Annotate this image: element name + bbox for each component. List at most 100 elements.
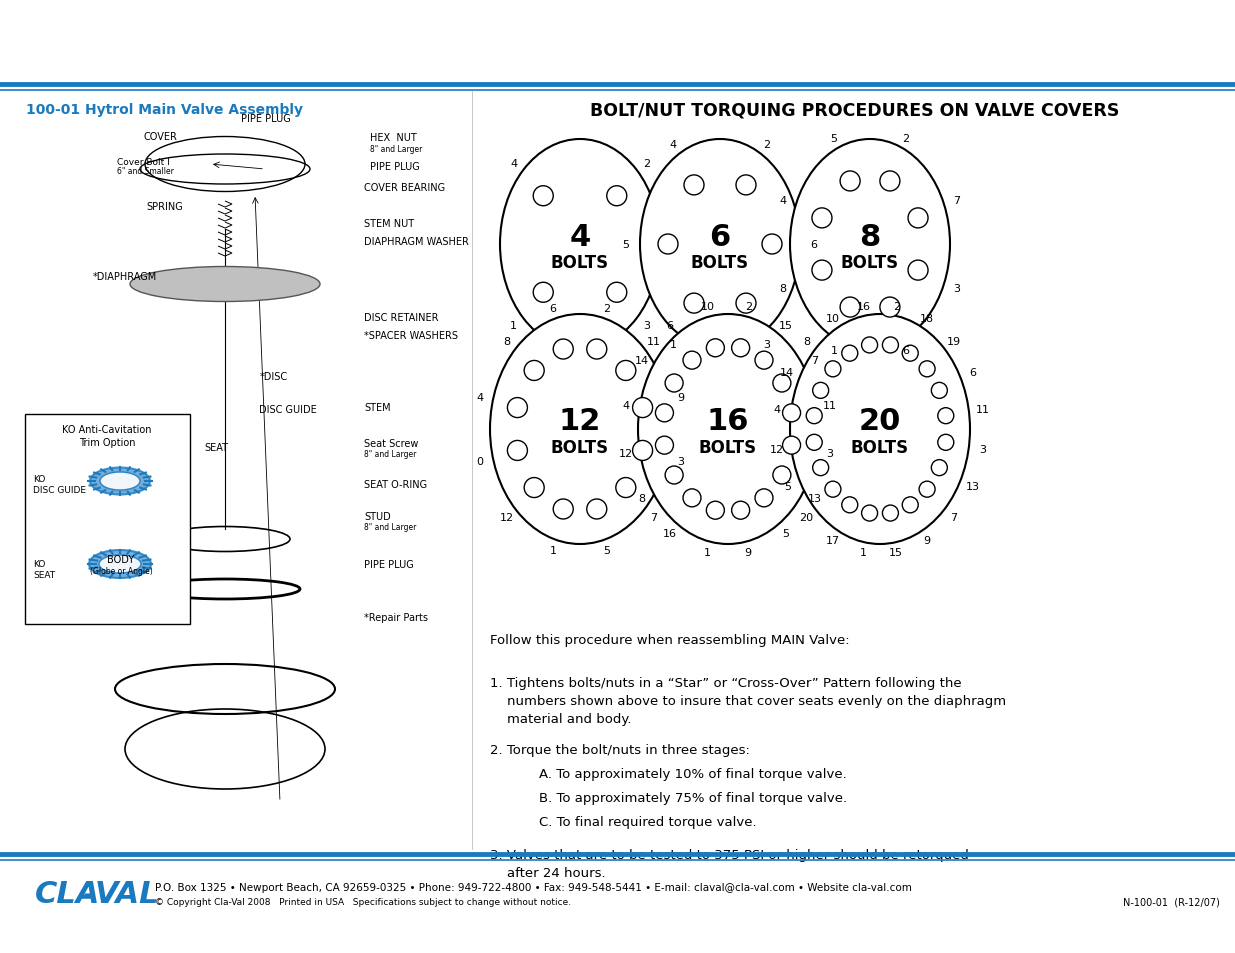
Ellipse shape — [640, 140, 800, 350]
Circle shape — [658, 234, 678, 254]
Text: BOLT/NUT TORQUING PROCEDURES ON VALVE COVERS: BOLT/NUT TORQUING PROCEDURES ON VALVE CO… — [590, 101, 1120, 119]
Text: BOLTS: BOLTS — [690, 253, 750, 272]
Circle shape — [755, 352, 773, 370]
Text: B. To approximately 75% of final torque valve.: B. To approximately 75% of final torque … — [540, 791, 847, 804]
Text: 3: 3 — [979, 444, 987, 454]
Text: 7: 7 — [811, 355, 818, 365]
Text: SEAT: SEAT — [204, 443, 228, 453]
Circle shape — [919, 481, 935, 497]
Circle shape — [879, 172, 900, 192]
Circle shape — [656, 436, 673, 455]
Circle shape — [811, 261, 832, 281]
Text: 2: 2 — [745, 302, 752, 312]
Text: 16: 16 — [706, 407, 750, 436]
Text: DISC GUIDE: DISC GUIDE — [33, 486, 86, 495]
Circle shape — [883, 505, 898, 521]
Text: SEAT: SEAT — [33, 571, 56, 579]
Text: 6: 6 — [810, 240, 818, 250]
Circle shape — [534, 187, 553, 207]
Circle shape — [508, 441, 527, 461]
Text: 2: 2 — [604, 304, 610, 314]
Circle shape — [825, 361, 841, 377]
Circle shape — [813, 460, 829, 476]
Text: 12: 12 — [619, 449, 634, 459]
Text: 4: 4 — [475, 393, 483, 402]
Text: 2: 2 — [903, 133, 909, 144]
Circle shape — [862, 337, 878, 354]
Text: 15: 15 — [779, 321, 793, 331]
Text: *DISC: *DISC — [259, 372, 288, 381]
Circle shape — [783, 404, 800, 422]
Circle shape — [842, 346, 858, 362]
Text: 3. Valves that are to be tested to 375 PSI or higher should be retorqued
    aft: 3. Valves that are to be tested to 375 P… — [490, 848, 969, 879]
Text: 8: 8 — [803, 336, 810, 346]
Text: 1: 1 — [861, 548, 867, 558]
Circle shape — [553, 499, 573, 519]
Text: 15: 15 — [889, 548, 903, 558]
Text: KO: KO — [33, 560, 46, 569]
Circle shape — [587, 339, 606, 359]
Text: 14: 14 — [635, 355, 648, 365]
Text: 1: 1 — [550, 545, 557, 556]
Text: 11: 11 — [823, 400, 837, 410]
Text: SPRING: SPRING — [146, 202, 183, 212]
Text: 11: 11 — [647, 336, 661, 346]
Text: 2: 2 — [643, 158, 650, 169]
Circle shape — [840, 172, 860, 192]
Text: 1: 1 — [510, 321, 517, 331]
Text: 9: 9 — [924, 536, 931, 546]
Text: 3: 3 — [643, 321, 650, 331]
Text: VAL: VAL — [95, 880, 159, 908]
Text: Follow this procedure when reassembling MAIN Valve:: Follow this procedure when reassembling … — [490, 634, 850, 647]
Circle shape — [683, 489, 701, 507]
Circle shape — [937, 435, 953, 451]
Text: STEM NUT: STEM NUT — [364, 219, 415, 229]
Circle shape — [840, 297, 860, 317]
Circle shape — [842, 497, 858, 514]
Text: 0: 0 — [475, 456, 483, 467]
Text: 8: 8 — [779, 284, 787, 294]
Text: 7: 7 — [650, 513, 657, 523]
Text: 16: 16 — [857, 301, 871, 312]
Text: *Repair Parts: *Repair Parts — [364, 613, 429, 622]
Circle shape — [736, 294, 756, 314]
Text: 8" and Larger: 8" and Larger — [364, 522, 416, 532]
Circle shape — [706, 339, 725, 357]
Circle shape — [508, 398, 527, 418]
Circle shape — [755, 489, 773, 507]
Text: 1. Tightens bolts/nuts in a “Star” or “Cross-Over” Pattern following the
    num: 1. Tightens bolts/nuts in a “Star” or “C… — [490, 677, 1007, 725]
Text: BOLTS: BOLTS — [851, 438, 909, 456]
Text: BOLTS: BOLTS — [551, 253, 609, 272]
Text: DIAPHRAGM WASHER: DIAPHRAGM WASHER — [364, 237, 469, 247]
Text: DISC GUIDE: DISC GUIDE — [259, 405, 317, 415]
Text: 3: 3 — [953, 284, 961, 294]
Circle shape — [813, 383, 829, 399]
Text: 5: 5 — [622, 240, 630, 250]
Circle shape — [616, 478, 636, 498]
Circle shape — [731, 339, 750, 357]
Text: 5: 5 — [604, 545, 610, 556]
Circle shape — [908, 209, 927, 229]
Circle shape — [931, 383, 947, 399]
Text: 8: 8 — [860, 222, 881, 252]
Text: BODY: BODY — [107, 555, 135, 564]
Text: *DIAPHRAGM: *DIAPHRAGM — [93, 272, 157, 281]
Circle shape — [879, 297, 900, 317]
Text: 4: 4 — [773, 405, 781, 415]
Text: 2. Torque the bolt/nuts in three stages:: 2. Torque the bolt/nuts in three stages: — [490, 743, 750, 757]
Text: *SPACER WASHERS: *SPACER WASHERS — [364, 331, 458, 340]
Text: 3: 3 — [826, 449, 834, 459]
Text: P.O. Box 1325 • Newport Beach, CA 92659-0325 • Phone: 949-722-4800 • Fax: 949-54: P.O. Box 1325 • Newport Beach, CA 92659-… — [156, 882, 911, 892]
Circle shape — [806, 435, 823, 451]
Text: 12: 12 — [558, 407, 601, 436]
Text: 20: 20 — [799, 513, 814, 523]
Ellipse shape — [490, 314, 671, 544]
Text: 11: 11 — [976, 405, 989, 415]
Circle shape — [903, 497, 919, 514]
Text: 7: 7 — [950, 513, 957, 523]
Circle shape — [736, 175, 756, 195]
Circle shape — [773, 375, 790, 393]
Text: 2: 2 — [893, 301, 900, 312]
Text: 6: 6 — [550, 304, 557, 314]
Text: COVER: COVER — [143, 132, 178, 142]
